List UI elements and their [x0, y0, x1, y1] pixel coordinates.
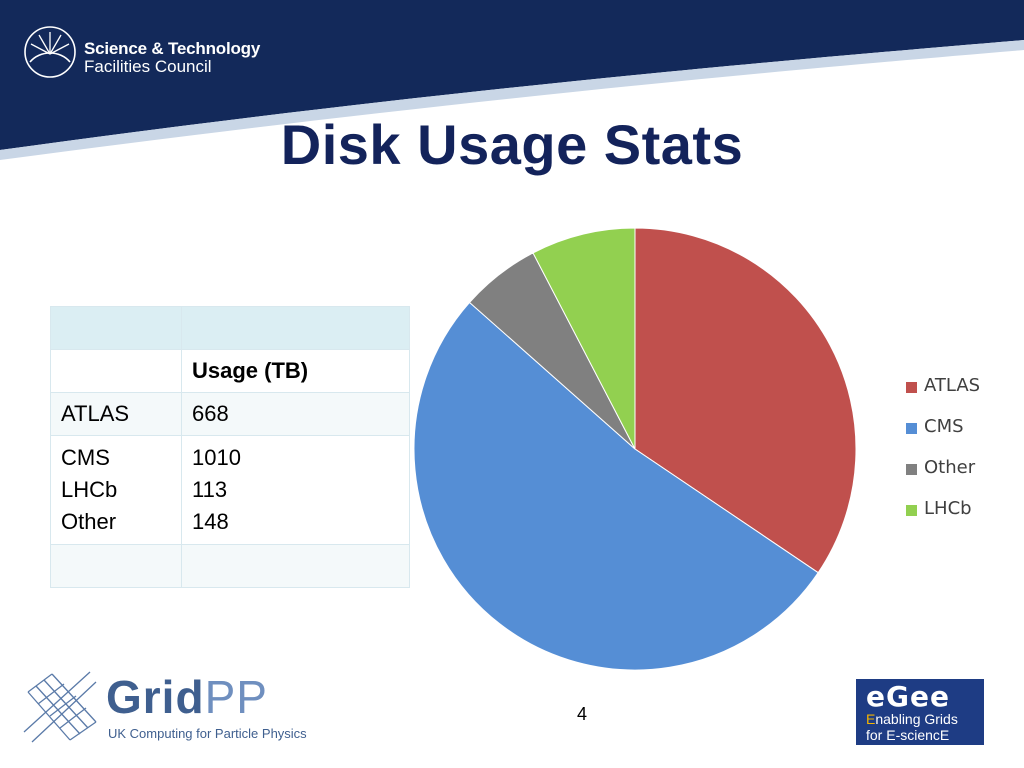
table-row: CMS LHCb Other 1010 113 148 [50, 435, 410, 545]
row-value-other: 148 [192, 509, 229, 534]
row-value-atlas: 668 [181, 392, 410, 436]
legend-swatch [906, 505, 917, 516]
table-cell [181, 306, 410, 350]
table-cell [50, 544, 182, 588]
table-column-row: Usage (TB) [50, 349, 410, 393]
row-name-atlas: ATLAS [50, 392, 182, 436]
legend-label: CMS [924, 416, 964, 437]
table-row: ATLAS 668 [50, 392, 410, 436]
stfc-logo: Science & Technology Facilities Council [22, 24, 282, 80]
row-name-cms: CMS [61, 445, 110, 470]
usage-table: Usage (TB) ATLAS 668 CMS LHCb Other 1010… [50, 306, 410, 588]
slide-title: Disk Usage Stats [280, 113, 744, 176]
gridpp-word-grid: Grid [106, 671, 205, 723]
gridpp-tagline: UK Computing for Particle Physics [108, 726, 307, 741]
egee-wordmark: eGee [866, 680, 950, 713]
table-row [50, 544, 410, 588]
gridpp-word-pp: PP [204, 671, 268, 723]
table-cell [50, 349, 182, 393]
slide-number: 4 [576, 704, 587, 724]
row-value-cms: 1010 [192, 445, 241, 470]
stfc-sun-icon [24, 26, 76, 78]
row-name-lhcb: LHCb [61, 477, 118, 502]
table-cell [50, 306, 182, 350]
legend-swatch [906, 423, 917, 434]
egee-line-1: Enabling Grids [866, 711, 958, 727]
table-cell [181, 544, 410, 588]
gridpp-wordmark: GridPP [106, 674, 268, 720]
legend-swatch [906, 382, 917, 393]
pie-slice-atlas [634, 227, 857, 574]
grid-mesh-icon [23, 671, 97, 743]
column-header-usage: Usage (TB) [181, 349, 410, 393]
stfc-wordmark: Science & Technology Facilities Council [84, 40, 260, 76]
table-cell: 1010 113 148 [181, 435, 410, 545]
stfc-line-2: Facilities Council [84, 57, 212, 76]
egee-line-2: for E-sciencE [866, 727, 950, 743]
row-value-lhcb: 113 [192, 477, 228, 502]
pie-slice-lhcb [532, 227, 636, 450]
header-band [0, 0, 1024, 160]
table-cell: CMS LHCb Other [50, 435, 182, 545]
egee-logo: eGee Enabling Grids for E-sciencE [856, 679, 984, 745]
legend-label: ATLAS [924, 375, 981, 396]
row-name-other: Other [61, 509, 117, 534]
legend-swatch [906, 464, 917, 475]
legend-label: LHCb [924, 498, 972, 519]
table-header-band [50, 306, 410, 350]
gridpp-logo: GridPP UK Computing for Particle Physics [22, 662, 322, 748]
stfc-line-1: Science & Technology [84, 39, 261, 58]
legend-label: Other [924, 457, 976, 478]
pie-slice-cms [413, 301, 819, 671]
